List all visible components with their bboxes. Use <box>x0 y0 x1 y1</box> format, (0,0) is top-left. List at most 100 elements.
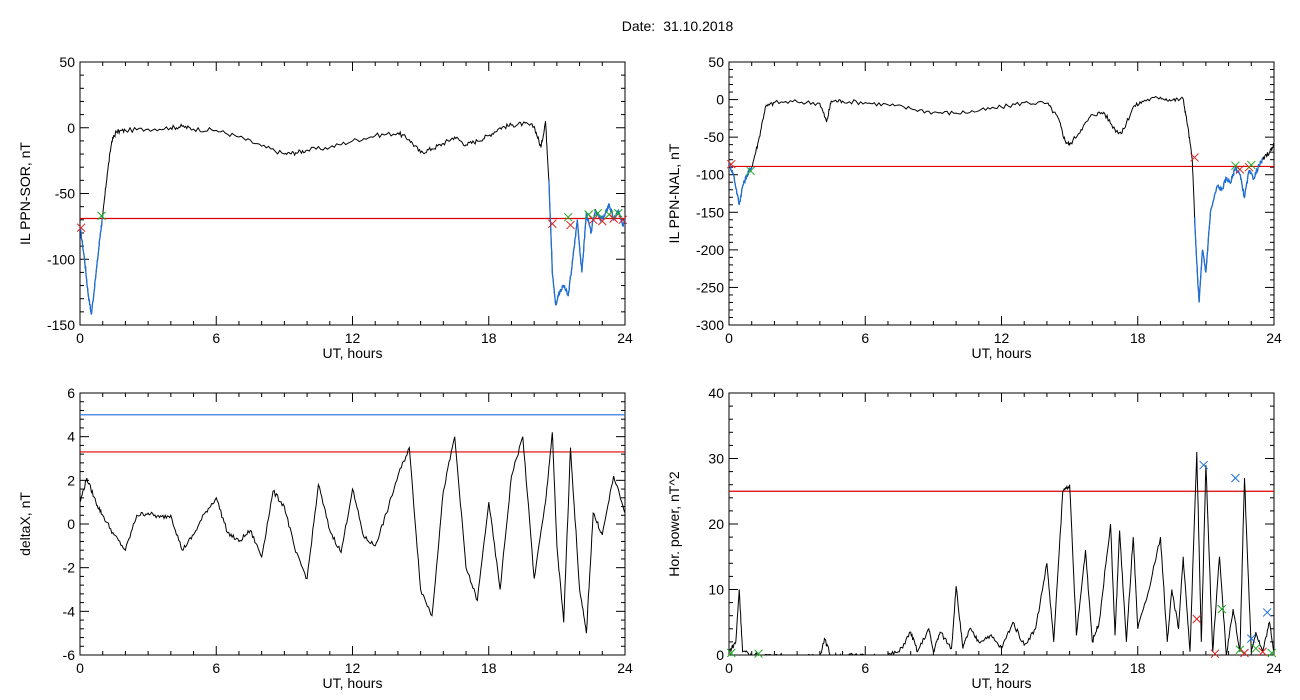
marker-green <box>613 208 623 218</box>
y-tick-label: -4 <box>63 603 76 619</box>
y-tick-label: -2 <box>63 560 76 576</box>
marker-green <box>1235 645 1245 655</box>
chart-sor: 0 6 12 18 24 -150 -100 -50 0 50 UT, hours IL PPN-SO… <box>17 54 633 361</box>
y-tick-label: -150 <box>47 317 75 333</box>
marker-red <box>1210 649 1220 659</box>
marker-red <box>1235 165 1245 174</box>
x-tick-label: 12 <box>345 330 361 346</box>
date-value: 31.10.2018 <box>663 18 734 34</box>
y-tick-label: -300 <box>696 317 724 333</box>
series-line <box>80 432 625 634</box>
y-axis-label: IL PPN-SOR, nT <box>17 142 33 245</box>
series-line <box>729 95 1274 303</box>
plot-frame <box>79 392 626 656</box>
y-tick-label: -250 <box>696 279 724 295</box>
chart-power: 0 6 12 18 24 0 10 20 30 40 UT, hours Hor. power, nT… <box>666 385 1282 691</box>
y-tick-label: -50 <box>704 129 724 145</box>
marker-red <box>1240 648 1249 658</box>
marker-green <box>754 649 763 659</box>
x-tick-label: 6 <box>861 330 869 346</box>
x-tick-label: 18 <box>481 660 497 676</box>
series-line-highlight <box>80 213 104 315</box>
x-tick-label: 18 <box>1130 660 1146 676</box>
series-line <box>729 451 1274 655</box>
marker-red <box>609 214 618 223</box>
y-tick-label: -200 <box>696 242 724 258</box>
y-tick-label: -50 <box>55 186 75 202</box>
y-tick-label: 50 <box>59 54 75 70</box>
marker-red <box>726 159 736 169</box>
marker-blue <box>1231 473 1240 483</box>
series-line-highlight <box>548 180 625 306</box>
y-tick-label: 0 <box>67 516 75 532</box>
marker-green <box>1231 161 1240 171</box>
marker-red <box>547 219 557 229</box>
x-tick-label: 24 <box>1266 330 1282 346</box>
y-tick-label: 50 <box>708 54 724 70</box>
marker-blue <box>1262 608 1272 617</box>
marker-green <box>563 212 573 222</box>
marker-blue <box>1246 634 1256 643</box>
plot-frame <box>728 392 1275 656</box>
marker-green <box>584 210 594 219</box>
y-tick-label: -6 <box>63 647 76 663</box>
marker-green <box>1217 604 1227 614</box>
y-tick-label: -100 <box>696 167 724 183</box>
x-tick-label: 24 <box>617 660 633 676</box>
marker-red <box>76 223 86 233</box>
marker-green <box>97 211 106 221</box>
chart-nal: 0 6 12 18 24 -300 -250 -200 -150 -100 -50 0 50 UT, ho… <box>666 54 1282 361</box>
marker-green <box>1267 648 1277 658</box>
y-tick-label: 20 <box>708 516 724 532</box>
y-axis-label: deltaX, nT <box>17 492 33 556</box>
y-tick-label: 0 <box>67 120 75 136</box>
x-axis-label: UT, hours <box>972 345 1032 361</box>
x-tick-label: 0 <box>725 660 733 676</box>
x-axis-label: UT, hours <box>323 675 383 691</box>
marker-green <box>746 166 755 176</box>
x-tick-label: 0 <box>76 660 84 676</box>
y-axis-label: Hor. power, nT^2 <box>666 471 682 577</box>
x-tick-label: 12 <box>994 330 1010 346</box>
marker-green <box>726 648 736 658</box>
marker-red <box>588 215 598 225</box>
marker-red <box>566 220 575 230</box>
marker-red <box>1192 614 1202 624</box>
x-tick-label: 0 <box>76 330 84 346</box>
x-axis-label: UT, hours <box>323 345 383 361</box>
y-tick-label: 30 <box>708 451 724 467</box>
x-tick-label: 18 <box>481 330 497 346</box>
date-label: Date: <box>621 18 656 34</box>
y-tick-label: 4 <box>67 429 75 445</box>
plot-frame <box>728 61 1275 326</box>
x-tick-label: 6 <box>861 660 869 676</box>
marker-green <box>593 208 603 218</box>
marker-blue <box>1199 460 1208 470</box>
marker-red <box>618 215 628 225</box>
x-tick-label: 24 <box>1266 660 1282 676</box>
marker-red <box>1190 153 1199 162</box>
x-tick-label: 12 <box>994 660 1010 676</box>
x-tick-label: 12 <box>345 660 361 676</box>
x-tick-label: 0 <box>725 330 733 346</box>
x-axis-label: UT, hours <box>972 675 1032 691</box>
y-tick-label: -100 <box>47 251 75 267</box>
y-tick-label: 2 <box>67 472 75 488</box>
x-tick-label: 6 <box>212 660 220 676</box>
y-tick-label: 40 <box>708 385 724 401</box>
series-line-highlight <box>1193 158 1264 303</box>
plot-frame <box>79 61 626 326</box>
marker-red <box>597 216 607 226</box>
marker-green <box>1246 160 1256 170</box>
page-title: Date: 31.10.2018 <box>0 18 1300 34</box>
x-tick-label: 6 <box>212 330 220 346</box>
x-tick-label: 24 <box>617 330 633 346</box>
y-tick-label: 0 <box>716 92 724 108</box>
y-tick-label: 10 <box>708 582 724 598</box>
x-tick-label: 18 <box>1130 330 1146 346</box>
marker-green <box>1251 644 1261 653</box>
marker-red <box>1258 647 1267 657</box>
y-tick-label: 6 <box>67 385 75 401</box>
